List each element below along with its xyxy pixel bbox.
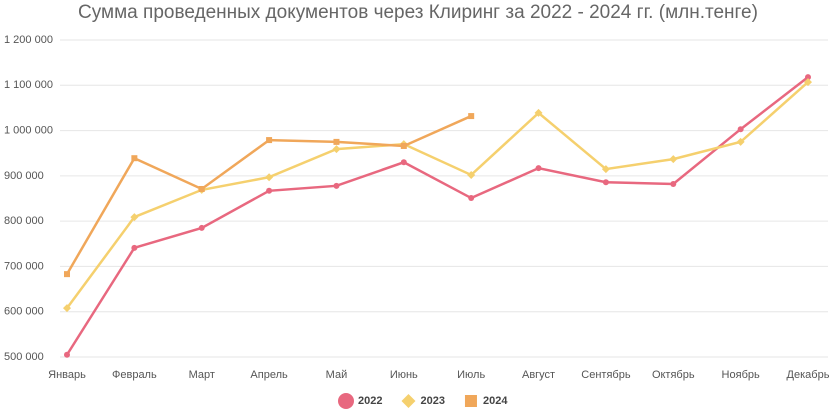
point bbox=[805, 74, 811, 81]
point bbox=[266, 187, 273, 194]
chart-title: Сумма проведенных документов через Клири… bbox=[78, 2, 758, 23]
x-tick-label: Июль bbox=[457, 369, 485, 381]
legend-marker bbox=[401, 394, 416, 408]
point bbox=[332, 145, 341, 154]
x-tick-label: Май bbox=[326, 369, 348, 381]
x-tick-label: Январь bbox=[48, 369, 86, 381]
point bbox=[736, 137, 745, 146]
x-tick-label: Апрель bbox=[250, 369, 288, 381]
y-tick-label: 1 000 000 bbox=[4, 124, 53, 136]
point bbox=[468, 195, 475, 202]
point bbox=[131, 244, 138, 251]
x-tick-label: Июнь bbox=[390, 369, 418, 381]
legend-marker bbox=[464, 395, 477, 407]
y-tick-label: 800 000 bbox=[4, 215, 44, 227]
legend-item: 2022 bbox=[338, 393, 382, 409]
point bbox=[737, 126, 744, 133]
x-tick-label: Август bbox=[522, 369, 555, 381]
point bbox=[266, 137, 273, 144]
x-tick-label: Октябрь bbox=[652, 369, 695, 381]
x-tick-label: Декабрь bbox=[787, 369, 830, 381]
point bbox=[400, 159, 407, 166]
legend-item: 2023 bbox=[401, 394, 445, 408]
legend-label: 2022 bbox=[358, 395, 382, 407]
point bbox=[534, 108, 543, 117]
point bbox=[198, 224, 205, 231]
x-tick-label: Сентябрь bbox=[581, 369, 631, 381]
point bbox=[265, 173, 274, 182]
point bbox=[64, 271, 70, 278]
point bbox=[602, 179, 609, 186]
point bbox=[198, 185, 205, 192]
legend-label: 2024 bbox=[483, 395, 508, 407]
point bbox=[669, 155, 678, 164]
y-tick-label: 900 000 bbox=[4, 170, 44, 182]
legend-item: 2024 bbox=[464, 395, 508, 407]
point bbox=[804, 78, 812, 87]
point bbox=[333, 138, 340, 145]
y-tick-label: 500 000 bbox=[4, 351, 44, 363]
series-line bbox=[65, 81, 809, 309]
point bbox=[535, 165, 542, 172]
legend-label: 2023 bbox=[420, 395, 444, 407]
point bbox=[130, 213, 139, 222]
point bbox=[467, 170, 476, 179]
x-tick-label: Ноябрь bbox=[722, 369, 760, 381]
x-tick-label: Март bbox=[189, 369, 215, 381]
point bbox=[468, 113, 475, 120]
point bbox=[670, 181, 677, 188]
y-tick-label: 1 100 000 bbox=[4, 79, 53, 91]
x-tick-label: Февраль bbox=[112, 369, 157, 381]
y-tick-label: 600 000 bbox=[4, 306, 44, 318]
point bbox=[131, 155, 138, 162]
point bbox=[601, 165, 610, 174]
point bbox=[64, 351, 70, 358]
y-tick-label: 700 000 bbox=[4, 260, 44, 272]
point bbox=[63, 304, 71, 313]
point bbox=[333, 182, 340, 189]
y-tick-label: 1 200 000 bbox=[4, 34, 53, 46]
point bbox=[400, 142, 407, 149]
legend-marker bbox=[338, 393, 354, 409]
series-line bbox=[65, 76, 809, 356]
